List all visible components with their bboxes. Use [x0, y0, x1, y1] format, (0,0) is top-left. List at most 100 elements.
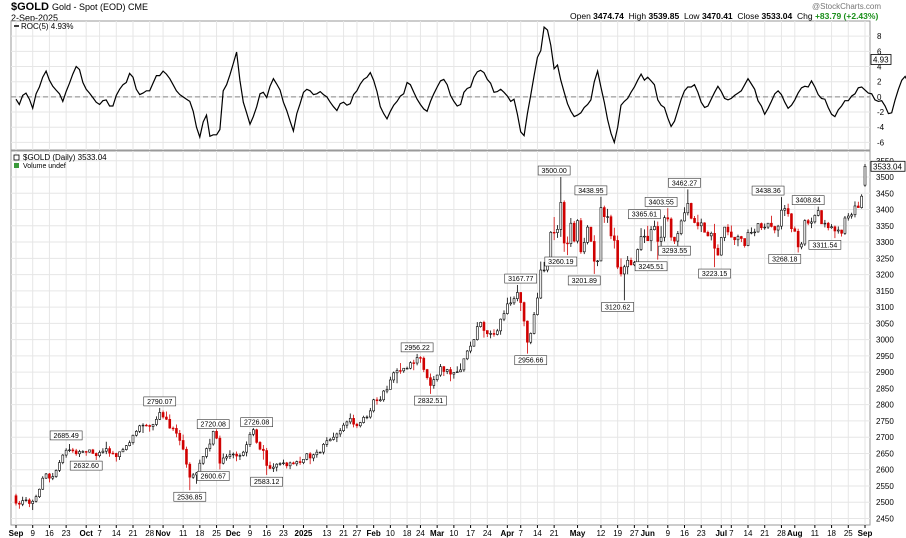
x-tick-label: Dec	[226, 529, 241, 538]
candle-body	[298, 461, 302, 463]
candle-body	[285, 462, 289, 467]
price-annotation-box	[574, 185, 608, 196]
price-tick-label: 3300	[876, 238, 894, 247]
candle-body	[21, 500, 24, 505]
price-tick-label: 3200	[876, 271, 894, 280]
candle-body	[850, 214, 853, 217]
candle-body	[790, 213, 793, 230]
price-annotation-label: 2685.49	[53, 433, 78, 440]
candle-body	[121, 449, 125, 453]
candle-body	[221, 457, 225, 464]
candle-body	[746, 232, 750, 246]
candle-body	[780, 209, 783, 227]
candle-body	[736, 236, 740, 241]
candle-body	[305, 453, 309, 460]
price-annotation-label: 2583.12	[254, 479, 279, 486]
candle-body	[342, 424, 345, 431]
candle-body	[395, 370, 399, 374]
x-tick-label: Mar	[430, 529, 444, 538]
candle-body	[599, 207, 603, 262]
close-value: 3533.04	[761, 11, 793, 21]
symbol-description: Gold - Spot (EOD) CME	[51, 2, 148, 12]
candle-body	[706, 232, 710, 237]
candle-body	[318, 451, 322, 454]
candle-body	[118, 451, 121, 458]
price-tick-label: 2900	[876, 368, 894, 377]
price-panel-frame	[10, 150, 871, 526]
candle-body	[783, 208, 787, 211]
candle-body	[128, 442, 131, 446]
x-tick-label: 16	[45, 529, 54, 538]
candle-body	[726, 226, 730, 233]
x-tick-label: 9	[666, 529, 671, 538]
x-tick-label: 18	[403, 529, 412, 538]
candle-body	[763, 226, 767, 229]
x-tick-label: Feb	[367, 529, 381, 538]
price-annotation-box	[634, 261, 668, 272]
candle-body	[412, 362, 416, 364]
candle-body	[582, 242, 586, 253]
candle-body	[552, 232, 556, 234]
price-tick-label: 3000	[876, 336, 894, 345]
price-annotation-label: 3268.18	[772, 256, 797, 263]
x-tick-label: 19	[613, 529, 622, 538]
price-annotation-label: 3167.77	[508, 276, 533, 283]
price-annotation-label: 3462.27	[672, 180, 697, 187]
price-annotation-box	[49, 430, 83, 441]
brand-logo: @StockCharts.com	[812, 2, 882, 11]
open-label: Open	[570, 11, 591, 21]
candle-body	[776, 225, 780, 231]
candle-body	[482, 322, 486, 331]
x-tick-label: Sep	[858, 529, 873, 538]
candle-body	[245, 444, 248, 453]
candle-body	[649, 229, 653, 242]
candle-body	[496, 330, 499, 335]
candle-body	[312, 454, 315, 459]
x-tick-label: 13	[322, 529, 331, 538]
candle-body	[201, 456, 205, 464]
price-tick-label: 3450	[876, 189, 894, 198]
price-annotation-label: 3438.95	[578, 188, 603, 195]
candle-body	[442, 366, 446, 372]
candle-body	[392, 372, 396, 381]
x-tick-label: Jun	[641, 529, 655, 538]
candle-body	[683, 212, 686, 222]
candle-body	[539, 269, 543, 299]
high-label: High	[628, 11, 647, 21]
price-annotation-label: 3260.19	[548, 259, 573, 266]
price-annotation-box	[751, 185, 785, 196]
candle-body	[529, 333, 533, 343]
candle-body	[68, 449, 71, 451]
x-tick-label: Jul	[715, 529, 727, 538]
candle-body	[803, 220, 807, 245]
candle-body	[766, 222, 770, 228]
price-annotation-box	[644, 197, 678, 207]
candle-body	[54, 470, 58, 477]
candle-body	[699, 222, 703, 227]
price-annotation-box	[196, 419, 230, 429]
x-tick-label: 25	[212, 529, 221, 538]
candle-body	[218, 437, 222, 464]
candle-body	[729, 231, 733, 238]
price-annotation-label: 3245.51	[638, 264, 663, 271]
price-tick-label: 2950	[876, 352, 894, 361]
candle-body	[138, 425, 141, 432]
candle-body	[238, 455, 242, 457]
candle-body	[770, 222, 773, 227]
volume-note: Volume undef	[23, 163, 66, 170]
candle-body	[208, 443, 212, 449]
x-tick-label: 28	[145, 529, 154, 538]
price-annotation-label: 2600.67	[201, 473, 226, 480]
price-annotation-box	[196, 471, 230, 481]
candle-body	[108, 448, 111, 454]
price-annotation-box	[514, 355, 548, 366]
candle-body	[455, 371, 459, 373]
candle-body	[656, 226, 660, 242]
candle-body	[332, 436, 335, 440]
price-annotation-box	[601, 302, 634, 312]
candle-body	[576, 220, 579, 242]
ohlc-readout: Open 3474.74 High 3539.85 Low 3470.41 Cl…	[570, 11, 878, 21]
candle-body	[104, 448, 108, 452]
candle-body	[857, 205, 860, 208]
roc-tick-label: 8	[877, 32, 882, 41]
